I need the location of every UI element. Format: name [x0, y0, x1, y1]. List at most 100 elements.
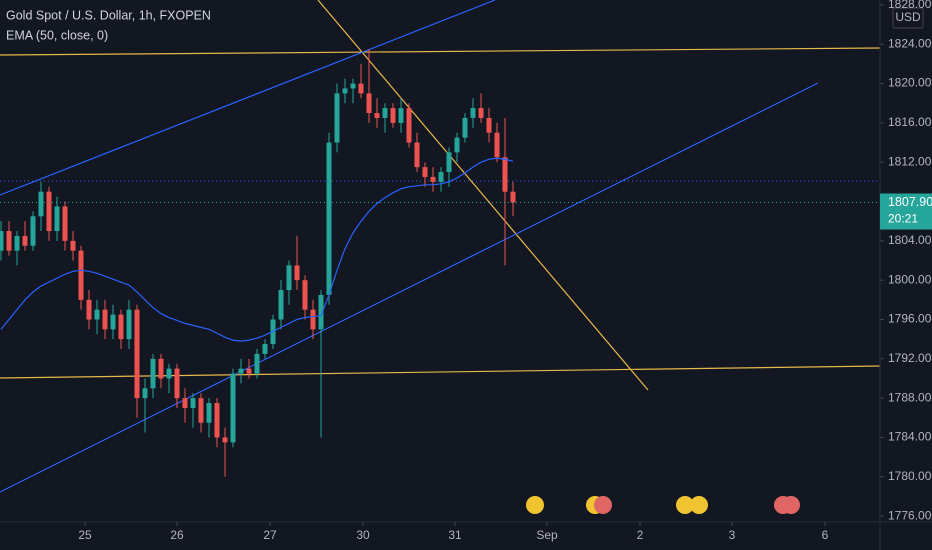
ema-line: [0, 157, 514, 342]
trend-line: [0, 365, 880, 379]
candle-body: [118, 314, 124, 340]
y-tick-label: 1816.00: [888, 115, 932, 129]
x-tick-label: 27: [263, 528, 277, 542]
candle-body: [278, 290, 284, 320]
y-tick-label: 1792.00: [888, 351, 932, 365]
y-tick-label: 1804.00: [888, 233, 932, 247]
candle-body: [206, 403, 212, 423]
y-tick-label: 1788.00: [888, 390, 932, 404]
candle-body: [46, 191, 52, 232]
candle-body: [294, 265, 300, 281]
y-tick-label: 1820.00: [888, 76, 932, 90]
candle-body: [406, 108, 412, 143]
candle-body: [478, 108, 484, 118]
candle-body: [54, 206, 60, 232]
candle-body: [102, 309, 108, 330]
countdown: 20:21: [888, 212, 918, 226]
y-tick-label: 1812.00: [888, 154, 932, 168]
x-tick-label: 6: [822, 528, 829, 542]
candle-body: [454, 137, 460, 153]
y-tick-label: 1828.00: [888, 0, 932, 11]
candle-body: [486, 117, 492, 133]
candle-body: [238, 368, 244, 374]
candle-body: [174, 368, 180, 399]
candle-body: [318, 294, 324, 330]
candle-body: [150, 358, 156, 389]
y-tick-label: 1780.00: [888, 469, 932, 483]
candle-body: [30, 216, 36, 246]
x-tick-label: 31: [448, 528, 462, 542]
symbol-title[interactable]: Gold Spot / U.S. Dollar, 1h, FXOPEN: [6, 8, 211, 22]
candle-body: [358, 83, 364, 94]
candle-body: [0, 231, 4, 251]
y-tick-label: 1784.00: [888, 430, 932, 444]
candle-body: [246, 368, 252, 374]
candle-body: [382, 108, 388, 118]
event-icon[interactable]: [690, 496, 708, 514]
candle-body: [110, 314, 116, 330]
candle-body: [438, 172, 444, 182]
candle-body: [374, 113, 380, 118]
candle-body: [14, 235, 20, 251]
candle-body: [390, 108, 396, 123]
trend-line: [0, 47, 880, 56]
candle-body: [262, 344, 268, 354]
event-icon[interactable]: [782, 496, 800, 514]
candle-body: [254, 353, 260, 374]
candle-body: [422, 167, 428, 177]
candle-body: [502, 157, 508, 192]
indicator-legend[interactable]: EMA (50, close, 0): [6, 28, 108, 42]
candle-body: [62, 206, 68, 241]
candle-body: [142, 388, 148, 399]
x-tick-label: Sep: [536, 528, 558, 542]
candle-body: [446, 152, 452, 173]
candle-body: [134, 309, 140, 399]
y-tick-label: 1800.00: [888, 272, 932, 286]
candle-body: [70, 240, 76, 251]
candle-body: [302, 280, 308, 310]
candle-body: [230, 373, 236, 443]
candle-body: [470, 108, 476, 118]
candle-body: [310, 309, 316, 330]
x-tick-label: 2: [637, 528, 644, 542]
y-tick-label: 1776.00: [888, 508, 932, 522]
candle-body: [182, 398, 188, 408]
x-tick-label: 25: [78, 528, 92, 542]
y-tick-label: 1796.00: [888, 312, 932, 326]
candle-body: [342, 88, 348, 94]
candle-body: [190, 398, 196, 408]
candle-body: [86, 299, 92, 320]
candle-body: [22, 235, 28, 246]
channel-line: [0, 0, 496, 196]
candle-body: [286, 265, 292, 290]
last-price-label: 1807.90: [888, 195, 932, 209]
candle-body: [494, 132, 500, 158]
candle-body: [158, 358, 164, 379]
candle-body: [166, 368, 172, 379]
candle-body: [214, 403, 220, 438]
candle-body: [334, 93, 340, 143]
candle-body: [510, 191, 516, 203]
trend-line: [317, 0, 649, 391]
event-icons: [526, 496, 800, 514]
y-tick-label: 1824.00: [888, 36, 932, 50]
candle-body: [78, 250, 84, 300]
candle-body: [222, 437, 228, 443]
candle-body: [6, 231, 12, 251]
candle-body: [414, 142, 420, 168]
x-tick-label: 3: [729, 528, 736, 542]
candle-body: [126, 309, 132, 340]
event-icon[interactable]: [526, 496, 544, 514]
event-icon[interactable]: [676, 496, 694, 514]
candle-body: [366, 93, 372, 114]
candle-body: [462, 117, 468, 138]
channel-line: [0, 82, 819, 493]
x-tick-label: 30: [356, 528, 370, 542]
candle-body: [430, 176, 436, 182]
currency-box[interactable]: [892, 7, 924, 29]
x-tick-label: 26: [170, 528, 184, 542]
event-icon[interactable]: [594, 496, 612, 514]
candle-body: [38, 191, 44, 217]
